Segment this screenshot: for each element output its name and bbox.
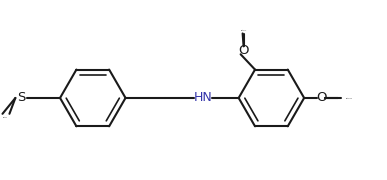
Text: O: O: [238, 44, 249, 57]
Text: methoxy: methoxy: [240, 30, 247, 31]
Text: S: S: [17, 91, 26, 104]
Text: methoxy2: methoxy2: [346, 97, 353, 99]
Text: O: O: [316, 91, 326, 104]
Text: HN: HN: [194, 91, 212, 104]
Text: methyl: methyl: [3, 117, 8, 118]
